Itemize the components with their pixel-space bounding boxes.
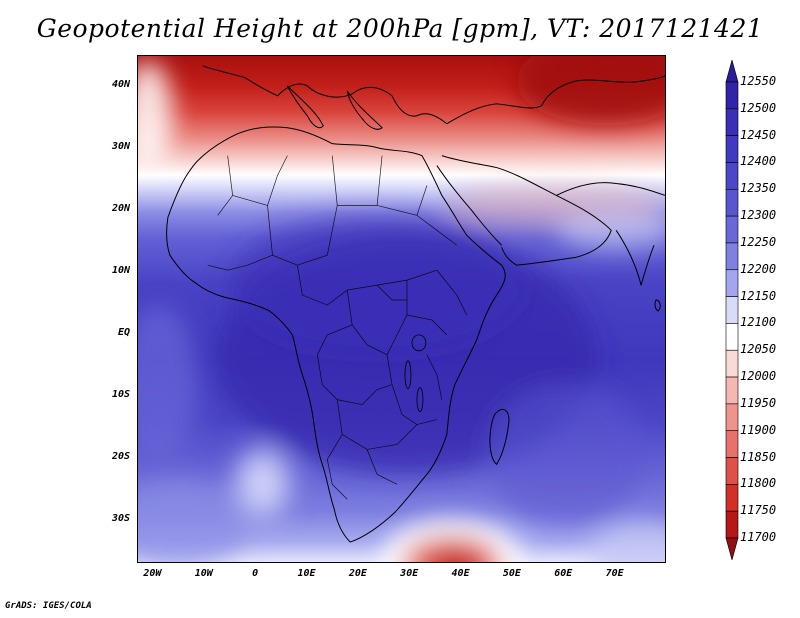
geopotential-field: [138, 56, 665, 562]
colorbar-label: 11950: [740, 395, 777, 410]
colorbar-swatch: [725, 430, 739, 458]
colorbar-label: 12500: [740, 100, 777, 115]
colorbar-swatch: [725, 188, 739, 217]
colorbar-swatch: [725, 349, 739, 378]
colorbar-swatch: [725, 242, 739, 271]
lon-tick-60e: 60E: [554, 568, 573, 579]
lat-tick-20s: 20S: [111, 450, 130, 462]
colorbar-swatch: [725, 484, 739, 512]
colorbar-label: 12450: [740, 127, 777, 142]
lon-tick-20w: 20W: [143, 568, 162, 579]
map-title: Geopotential Height at 200hPa [gpm], VT:…: [36, 14, 764, 43]
colorbar-swatch: [725, 215, 739, 244]
colorbar-swatch: [725, 510, 739, 539]
colorbar-label: 12150: [740, 288, 777, 303]
colorbar-label: 11800: [740, 476, 777, 491]
map-plot-area[interactable]: [137, 55, 666, 563]
lon-tick-20e: 20E: [348, 568, 367, 579]
lat-tick-30n: 30N: [111, 140, 130, 152]
colorbar-label: 12000: [740, 369, 777, 384]
colorbar-label: 12050: [740, 342, 777, 357]
colorbar-label: 12200: [740, 261, 777, 276]
colorbar-label: 11700: [740, 530, 777, 544]
colorbar-swatch: [725, 403, 739, 432]
colorbar-label: 12550: [740, 74, 777, 88]
colorbar-label: 11750: [740, 503, 777, 518]
colorbar-arrow-top: [725, 60, 739, 83]
colorbar-swatch: [725, 323, 739, 351]
colorbar-label: 12300: [740, 208, 777, 223]
colorbar-swatch: [725, 135, 739, 163]
colorbar: [725, 60, 739, 560]
colorbar-swatch: [725, 162, 739, 190]
colorbar-swatch: [725, 376, 739, 405]
lat-tick-30s: 30S: [111, 512, 130, 524]
lon-tick-30e: 30E: [400, 568, 419, 579]
lon-tick-10w: 10W: [194, 568, 213, 579]
colorbar-label: 11900: [740, 422, 777, 437]
lon-tick-40e: 40E: [451, 568, 470, 579]
lat-tick-20n: 20N: [111, 202, 130, 214]
lon-tick-50e: 50E: [502, 568, 521, 579]
colorbar-label: 12250: [740, 234, 777, 249]
lakes: [404, 334, 427, 412]
colorbar-label: 12400: [740, 154, 777, 169]
colorbar-swatch: [725, 457, 739, 485]
colorbar-label: 12350: [740, 181, 777, 196]
footer-credit: GrADS: IGES/COLA: [5, 601, 92, 611]
lat-tick-eq: EQ: [117, 326, 130, 338]
coastlines: [166, 65, 665, 543]
colorbar-label: 11850: [740, 449, 777, 464]
lat-tick-10s: 10S: [111, 388, 130, 400]
lat-tick-10n: 10N: [111, 264, 130, 276]
colorbar-arrow-bottom: [725, 537, 739, 560]
colorbar-swatch: [725, 81, 739, 110]
lon-tick-70e: 70E: [605, 568, 624, 579]
colorbar-swatch: [725, 296, 739, 324]
lon-tick-10e: 10E: [297, 568, 316, 579]
lon-tick-0: 0: [252, 568, 259, 579]
colorbar-swatch: [725, 108, 739, 136]
colorbar-swatch: [725, 269, 739, 297]
lat-tick-40n: 40N: [111, 78, 130, 90]
country-borders: [207, 155, 468, 500]
colorbar-label: 12100: [740, 315, 777, 330]
